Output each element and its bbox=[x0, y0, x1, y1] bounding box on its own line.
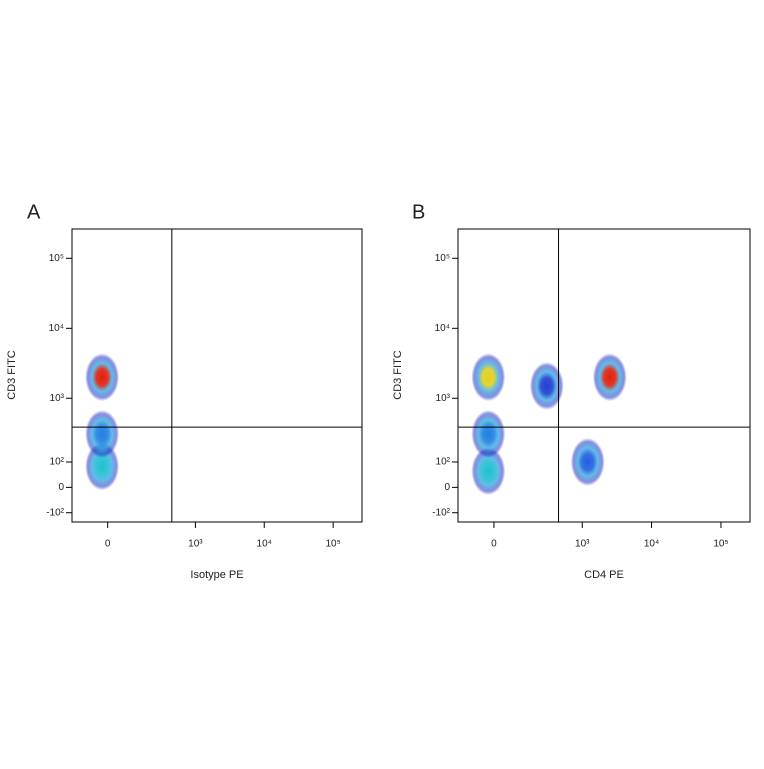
y-tick-label: 10² bbox=[50, 457, 65, 468]
y-tick-label: -10² bbox=[46, 507, 64, 518]
y-tick-label: 0 bbox=[58, 482, 64, 493]
x-tick-label: 10³ bbox=[188, 539, 203, 550]
x-tick-label: 0 bbox=[105, 539, 111, 550]
panel-letter: A bbox=[27, 201, 41, 223]
y-tick-label: 0 bbox=[444, 482, 450, 493]
y-tick-label: 10³ bbox=[50, 393, 65, 404]
x-tick-label: 10³ bbox=[575, 539, 590, 550]
y-axis-title: CD3 FITC bbox=[6, 350, 18, 400]
cell-population bbox=[529, 361, 564, 410]
panel-letter: B bbox=[412, 201, 425, 223]
y-tick-label: 10⁵ bbox=[49, 253, 64, 264]
cell-population bbox=[85, 353, 120, 402]
plot-frame bbox=[457, 228, 751, 523]
x-tick-label: 10⁴ bbox=[644, 539, 659, 550]
y-tick-label: -10² bbox=[432, 507, 450, 518]
y-tick-label: 10² bbox=[436, 457, 451, 468]
cell-population bbox=[85, 410, 120, 459]
x-axis-title: Isotype PE bbox=[190, 569, 243, 581]
x-tick-label: 10⁵ bbox=[713, 539, 728, 550]
plot-frame bbox=[71, 228, 363, 523]
x-tick-label: 0 bbox=[491, 539, 497, 550]
x-tick-label: 10⁴ bbox=[257, 539, 272, 550]
y-tick-label: 10⁴ bbox=[49, 323, 64, 334]
cell-population bbox=[471, 447, 506, 496]
cell-population bbox=[570, 437, 605, 486]
y-tick-label: 10³ bbox=[436, 393, 451, 404]
y-tick-label: 10⁵ bbox=[435, 253, 450, 264]
cell-population bbox=[471, 410, 506, 459]
y-tick-label: 10⁴ bbox=[435, 323, 450, 334]
cell-population bbox=[471, 353, 506, 402]
cell-population bbox=[592, 353, 627, 402]
x-tick-label: 10⁵ bbox=[326, 539, 341, 550]
y-axis-title: CD3 FITC bbox=[392, 350, 404, 400]
x-axis-title: CD4 PE bbox=[584, 569, 624, 581]
